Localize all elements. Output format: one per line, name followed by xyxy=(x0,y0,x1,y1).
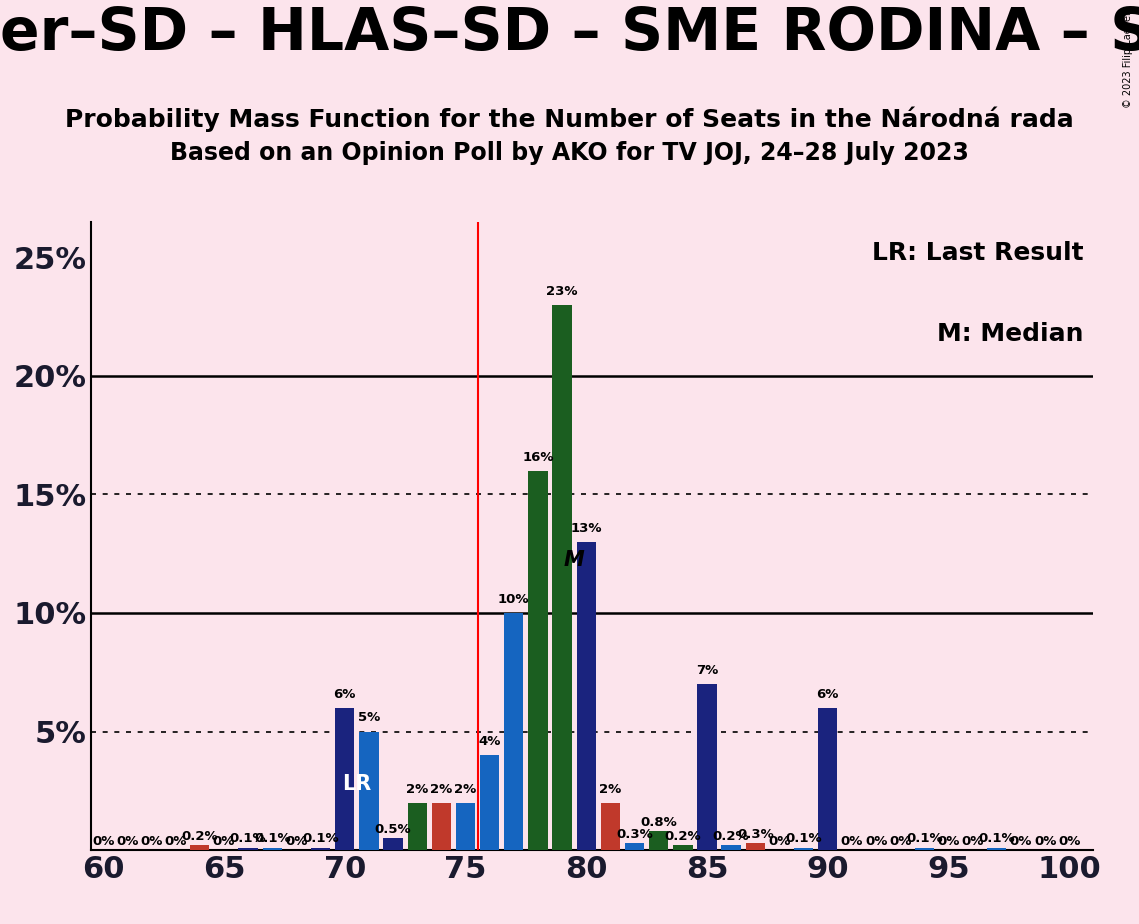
Bar xyxy=(432,803,451,850)
Text: 0.1%: 0.1% xyxy=(785,833,822,845)
Text: 2%: 2% xyxy=(405,783,428,796)
Text: 23%: 23% xyxy=(547,285,577,298)
Text: 0%: 0% xyxy=(890,835,911,848)
Text: 4%: 4% xyxy=(478,736,501,748)
Text: 0%: 0% xyxy=(937,835,960,848)
Bar xyxy=(384,838,403,850)
Bar xyxy=(505,613,524,850)
Text: 10%: 10% xyxy=(498,593,530,606)
Text: 2%: 2% xyxy=(599,783,622,796)
Text: 0.1%: 0.1% xyxy=(254,833,290,845)
Text: 0%: 0% xyxy=(92,835,114,848)
Bar xyxy=(480,755,499,850)
Text: 0%: 0% xyxy=(769,835,790,848)
Text: 0.8%: 0.8% xyxy=(640,816,677,829)
Text: 0%: 0% xyxy=(116,835,139,848)
Text: 0%: 0% xyxy=(841,835,863,848)
Text: Probability Mass Function for the Number of Seats in the Národná rada: Probability Mass Function for the Number… xyxy=(65,106,1074,132)
Text: 0%: 0% xyxy=(865,835,887,848)
Text: 0%: 0% xyxy=(1010,835,1032,848)
Text: 0.2%: 0.2% xyxy=(713,830,749,843)
Text: Based on an Opinion Poll by AKO for TV JOJ, 24–28 July 2023: Based on an Opinion Poll by AKO for TV J… xyxy=(170,141,969,165)
Bar xyxy=(456,803,475,850)
Text: 0.1%: 0.1% xyxy=(906,833,943,845)
Text: 0.5%: 0.5% xyxy=(375,823,411,836)
Text: 0%: 0% xyxy=(285,835,308,848)
Bar xyxy=(915,847,934,850)
Text: 0%: 0% xyxy=(961,835,984,848)
Bar xyxy=(528,470,548,850)
Text: LR: LR xyxy=(342,773,371,794)
Text: 6%: 6% xyxy=(334,687,355,700)
Text: 6%: 6% xyxy=(817,687,839,700)
Bar xyxy=(238,847,257,850)
Text: M: Median: M: Median xyxy=(937,322,1083,346)
Bar xyxy=(408,803,427,850)
Bar xyxy=(697,684,716,850)
Bar xyxy=(552,305,572,850)
Bar xyxy=(335,708,354,850)
Text: 0.1%: 0.1% xyxy=(230,833,267,845)
Bar xyxy=(794,847,813,850)
Text: 0.2%: 0.2% xyxy=(664,830,702,843)
Text: 16%: 16% xyxy=(522,451,554,464)
Bar xyxy=(359,732,378,850)
Text: 0.1%: 0.1% xyxy=(978,833,1015,845)
Text: 13%: 13% xyxy=(571,522,603,535)
Bar xyxy=(625,843,645,850)
Text: 0%: 0% xyxy=(213,835,235,848)
Text: 0%: 0% xyxy=(1058,835,1081,848)
Bar xyxy=(311,847,330,850)
Text: M: M xyxy=(564,551,584,570)
Bar xyxy=(721,845,740,850)
Text: 0%: 0% xyxy=(140,835,163,848)
Text: 5%: 5% xyxy=(358,711,380,724)
Bar xyxy=(818,708,837,850)
Bar xyxy=(988,847,1007,850)
Text: 2%: 2% xyxy=(454,783,476,796)
Bar xyxy=(190,845,210,850)
Bar xyxy=(746,843,765,850)
Text: 7%: 7% xyxy=(696,664,718,677)
Text: 0%: 0% xyxy=(164,835,187,848)
Text: LR: Last Result: LR: Last Result xyxy=(871,240,1083,264)
Text: 0.2%: 0.2% xyxy=(181,830,218,843)
Bar xyxy=(576,541,596,850)
Text: 0.3%: 0.3% xyxy=(616,828,653,841)
Bar xyxy=(673,845,693,850)
Text: 0.3%: 0.3% xyxy=(737,828,773,841)
Bar xyxy=(600,803,620,850)
Text: © 2023 Filip Laenen: © 2023 Filip Laenen xyxy=(1123,9,1133,108)
Text: 2%: 2% xyxy=(431,783,452,796)
Text: 0%: 0% xyxy=(1034,835,1056,848)
Bar xyxy=(263,847,282,850)
Text: 0.1%: 0.1% xyxy=(302,833,339,845)
Text: er–SD – HLAS–SD – SME RODINA – SNS – Kotleba–ĽS: er–SD – HLAS–SD – SME RODINA – SNS – Kot… xyxy=(0,5,1139,62)
Bar xyxy=(649,831,669,850)
